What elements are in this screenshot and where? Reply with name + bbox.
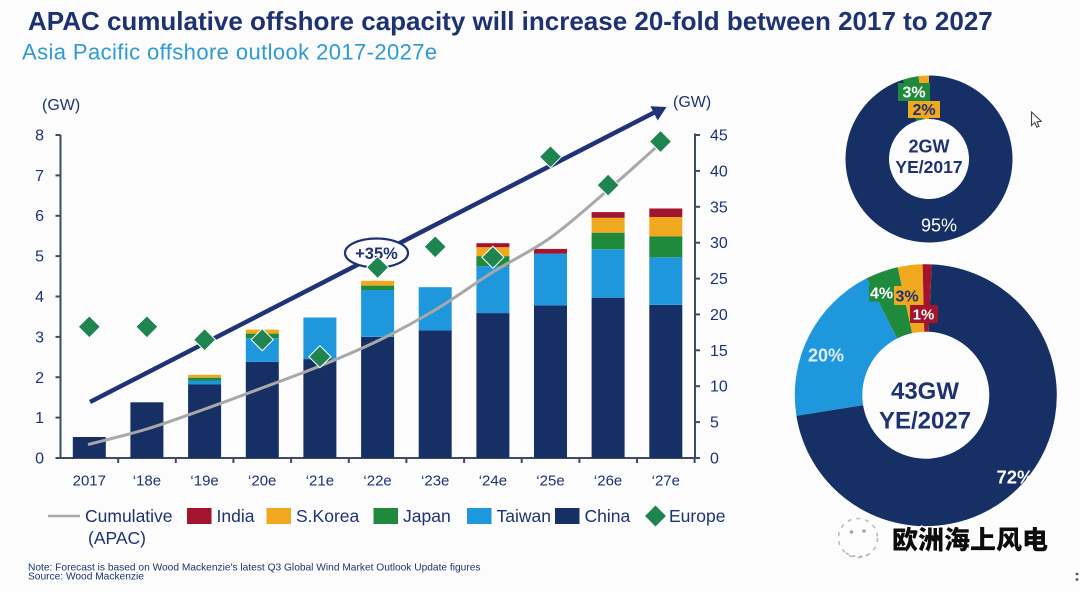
svg-text:20: 20 bbox=[710, 307, 728, 324]
svg-text:7: 7 bbox=[35, 168, 44, 185]
svg-text:8: 8 bbox=[35, 128, 44, 145]
svg-text:95%: 95% bbox=[921, 216, 957, 236]
svg-text:0: 0 bbox=[35, 451, 44, 468]
svg-text:Taiwan: Taiwan bbox=[497, 506, 551, 526]
svg-text:‘22e: ‘22e bbox=[363, 473, 391, 490]
svg-text:15: 15 bbox=[710, 343, 728, 360]
svg-text:‘26e: ‘26e bbox=[594, 473, 622, 490]
svg-text:S.Korea: S.Korea bbox=[296, 506, 359, 526]
svg-text:5: 5 bbox=[35, 249, 44, 266]
svg-text:2GW: 2GW bbox=[908, 137, 949, 157]
svg-text:(GW): (GW) bbox=[673, 94, 711, 111]
svg-text:APAC cumulative offshore capac: APAC cumulative offshore capacity will i… bbox=[28, 6, 993, 36]
svg-text:‘23e: ‘23e bbox=[421, 473, 449, 490]
svg-text:45: 45 bbox=[710, 128, 728, 145]
svg-text:‘27e: ‘27e bbox=[652, 473, 680, 490]
svg-text:3: 3 bbox=[35, 329, 44, 346]
svg-text:2: 2 bbox=[35, 370, 44, 387]
svg-text:‘21e: ‘21e bbox=[306, 473, 334, 490]
svg-text:2%: 2% bbox=[912, 102, 935, 119]
svg-text:5: 5 bbox=[710, 415, 719, 432]
svg-text:3%: 3% bbox=[895, 289, 918, 306]
svg-text:6: 6 bbox=[35, 208, 44, 225]
svg-text:3%: 3% bbox=[902, 85, 925, 102]
svg-text:4: 4 bbox=[35, 289, 44, 306]
svg-text:(APAC): (APAC) bbox=[88, 528, 146, 548]
svg-text:25: 25 bbox=[710, 271, 728, 288]
svg-text:2017: 2017 bbox=[73, 473, 106, 490]
svg-text:Japan: Japan bbox=[403, 506, 451, 526]
svg-text:Europe: Europe bbox=[669, 506, 725, 526]
svg-text:72%: 72% bbox=[996, 467, 1033, 488]
svg-text:Asia Pacific offshore outlook: Asia Pacific offshore outlook 2017-2027e bbox=[22, 40, 438, 65]
svg-text:43GW: 43GW bbox=[891, 378, 959, 405]
svg-text:20%: 20% bbox=[808, 346, 844, 366]
svg-text:YE/2017: YE/2017 bbox=[895, 157, 962, 177]
svg-text:China: China bbox=[585, 506, 631, 526]
svg-text:+35%: +35% bbox=[355, 245, 398, 263]
svg-text:(GW): (GW) bbox=[42, 97, 80, 114]
svg-text:1: 1 bbox=[35, 410, 44, 427]
svg-text:35: 35 bbox=[710, 199, 728, 216]
svg-text:India: India bbox=[217, 506, 255, 526]
svg-text:30: 30 bbox=[710, 235, 728, 252]
svg-text:‘24e: ‘24e bbox=[479, 473, 507, 490]
svg-text:4%: 4% bbox=[870, 286, 893, 303]
svg-text:‘25e: ‘25e bbox=[536, 473, 564, 490]
svg-text:YE/2027: YE/2027 bbox=[879, 408, 971, 435]
svg-text:10: 10 bbox=[710, 379, 728, 396]
svg-text:‘20e: ‘20e bbox=[248, 473, 276, 490]
svg-text:Note: Forecast is based on Woo: Note: Forecast is based on Wood Mackenzi… bbox=[28, 563, 480, 574]
svg-text:40: 40 bbox=[710, 163, 728, 180]
svg-text:Cumulative: Cumulative bbox=[85, 506, 173, 526]
svg-text:‘18e: ‘18e bbox=[133, 473, 161, 490]
svg-text:Source: Wood Mackenzie: Source: Wood Mackenzie bbox=[28, 572, 144, 583]
svg-text:0: 0 bbox=[710, 451, 719, 468]
svg-text:1%: 1% bbox=[913, 307, 935, 324]
svg-text:‘19e: ‘19e bbox=[190, 473, 218, 490]
